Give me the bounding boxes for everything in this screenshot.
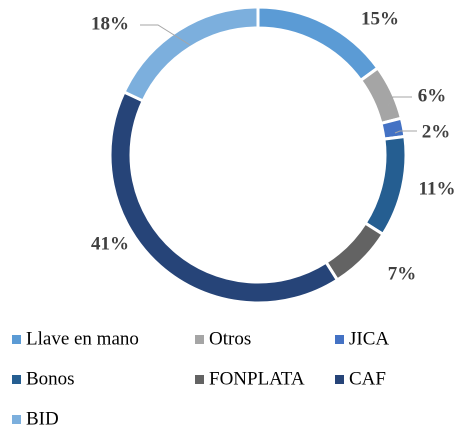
legend-label: CAF bbox=[349, 368, 386, 389]
donut-segment bbox=[122, 5, 260, 103]
donut-segment bbox=[363, 134, 408, 237]
leader-line bbox=[140, 24, 191, 46]
legend-swatch bbox=[195, 375, 204, 384]
legend-label: BID bbox=[26, 408, 59, 429]
legend-swatch bbox=[12, 335, 21, 344]
legend-label: FONPLATA bbox=[209, 368, 305, 389]
data-label: 7% bbox=[388, 263, 417, 284]
legend-label: JICA bbox=[349, 328, 389, 349]
data-label: 18% bbox=[91, 13, 129, 34]
donut-segment bbox=[358, 65, 404, 126]
leader-line bbox=[394, 130, 417, 134]
legend-swatch bbox=[335, 335, 344, 344]
leader-line bbox=[387, 96, 412, 107]
data-label: 6% bbox=[418, 85, 447, 106]
legend-swatch bbox=[335, 375, 344, 384]
data-label: 11% bbox=[419, 178, 456, 199]
data-label: 41% bbox=[91, 233, 129, 254]
legend-swatch bbox=[195, 335, 204, 344]
legend-label: Bonos bbox=[26, 368, 75, 389]
donut-segment bbox=[323, 220, 386, 283]
data-label: 15% bbox=[361, 8, 399, 29]
donut-segment bbox=[108, 89, 340, 305]
legend-swatch bbox=[12, 375, 21, 384]
legend-label: Llave en mano bbox=[26, 328, 139, 349]
legend-label: Otros bbox=[209, 328, 251, 349]
legend-swatch bbox=[12, 415, 21, 424]
donut-segment bbox=[256, 5, 380, 83]
data-label: 2% bbox=[422, 121, 451, 142]
